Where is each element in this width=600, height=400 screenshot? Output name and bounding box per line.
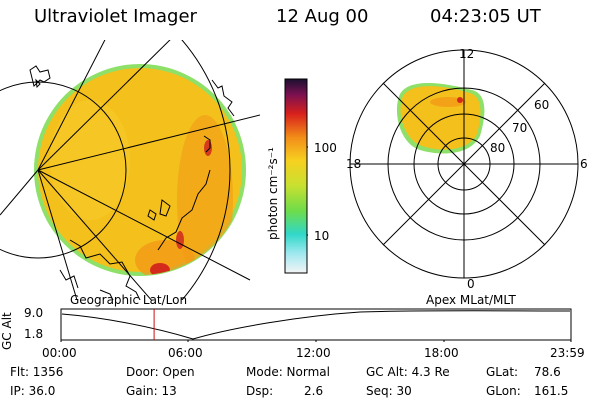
altitude-xtick-1200: 12:00 bbox=[296, 346, 331, 360]
altitude-frame bbox=[60, 308, 572, 341]
sequence-number: Seq: 30 bbox=[366, 384, 412, 398]
door-status: Door: Open bbox=[126, 365, 195, 379]
mlt-label-12: 12 bbox=[459, 47, 475, 61]
altitude-xtick-0000: 00:00 bbox=[42, 346, 77, 360]
coastlines bbox=[29, 65, 235, 300]
altitude-plot bbox=[60, 308, 572, 342]
glon-label: GLon: bbox=[486, 384, 521, 398]
date-label: 12 Aug 00 bbox=[276, 6, 369, 27]
geographic-image bbox=[0, 40, 260, 300]
glat-value: 78.6 bbox=[534, 365, 561, 379]
altitude-curve bbox=[61, 310, 571, 340]
geographic-caption: Geographic Lat/Lon bbox=[70, 293, 188, 307]
polar-plot bbox=[349, 49, 579, 279]
lat-label-70: 70 bbox=[512, 121, 528, 135]
app-title: Ultraviolet Imager bbox=[34, 6, 197, 27]
lat-label-60: 60 bbox=[534, 98, 550, 112]
colorbar-unit-label: photon cm⁻²s⁻¹ bbox=[266, 147, 280, 240]
dsp-label: Dsp: bbox=[246, 384, 274, 398]
mlt-label-18: 18 bbox=[346, 157, 362, 171]
altitude-ytick-max: 9.0 bbox=[24, 306, 44, 320]
altitude-xtick-1800: 18:00 bbox=[424, 346, 459, 360]
dsp-value: 2.6 bbox=[304, 384, 324, 398]
altitude-ylabel: GC Alt bbox=[0, 312, 14, 350]
apex-caption: Apex MLat/MLT bbox=[426, 293, 516, 307]
mlt-label-0: 0 bbox=[467, 277, 475, 291]
mode-value: Mode: Normal bbox=[246, 365, 330, 379]
colorbar bbox=[284, 78, 308, 274]
altitude-xtick-0600: 06:00 bbox=[168, 346, 203, 360]
flight-number: Flt: 1356 bbox=[10, 365, 64, 379]
time-label: 04:23:05 UT bbox=[430, 6, 541, 27]
altitude-ytick-min: 1.8 bbox=[24, 327, 44, 341]
altitude-xtick-2359: 23:59 bbox=[550, 346, 585, 360]
ip-value: IP: 36.0 bbox=[10, 384, 56, 398]
colorbar-tick-10: 10 bbox=[314, 229, 330, 243]
colorbar-tick-100: 100 bbox=[314, 141, 337, 155]
graticule bbox=[0, 40, 260, 300]
gc-altitude: GC Alt: 4.3 Re bbox=[366, 365, 450, 379]
lat-label-80: 80 bbox=[490, 141, 506, 155]
glon-value: 161.5 bbox=[534, 384, 569, 398]
polar-grid bbox=[349, 49, 579, 279]
glat-label: GLat: bbox=[486, 365, 519, 379]
mlt-label-6: 6 bbox=[580, 157, 588, 171]
gain-value: Gain: 13 bbox=[126, 384, 177, 398]
